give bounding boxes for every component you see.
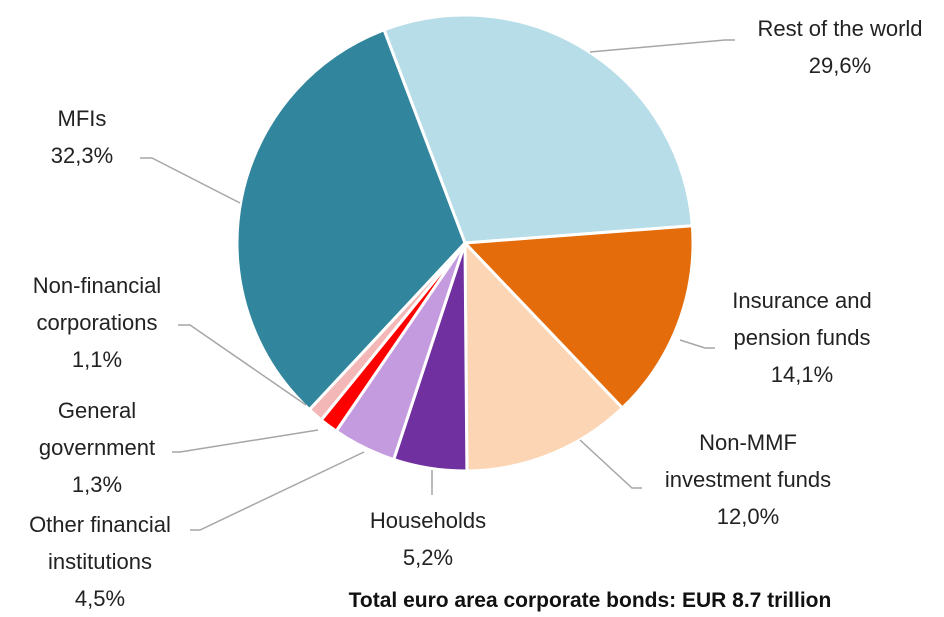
category-label: MFIs bbox=[57, 106, 107, 131]
leader-line bbox=[178, 324, 307, 406]
slice-label: Non-financial corporations 1,1% bbox=[12, 267, 182, 378]
value-label: 29,6% bbox=[808, 53, 872, 78]
slice-label: Insurance and pension funds 14,1% bbox=[712, 282, 892, 393]
value-label: 14,1% bbox=[770, 362, 834, 387]
leader-line bbox=[172, 429, 319, 453]
value-label: 1,3% bbox=[71, 472, 123, 497]
slice-label: Households 5,2% bbox=[358, 502, 498, 576]
category-label: General government bbox=[38, 398, 156, 460]
leader-line bbox=[679, 339, 715, 349]
value-label: 32,3% bbox=[50, 143, 114, 168]
category-label: Rest of the world bbox=[757, 16, 923, 41]
leader-line bbox=[190, 451, 365, 531]
leader-line bbox=[589, 39, 735, 53]
category-label: Households bbox=[369, 508, 487, 533]
pie-slice bbox=[382, 13, 694, 245]
pie-slice bbox=[461, 224, 695, 411]
leader-line bbox=[140, 157, 241, 204]
category-label: Other financial institutions bbox=[29, 512, 171, 574]
category-label: Non-financial corporations bbox=[32, 273, 162, 335]
slice-label: Rest of the world 29,6% bbox=[710, 10, 944, 84]
category-label: Insurance and pension funds bbox=[732, 288, 872, 350]
value-label: 5,2% bbox=[402, 545, 454, 570]
value-label: 12,0% bbox=[716, 504, 780, 529]
slice-label: MFIs 32,3% bbox=[32, 100, 132, 174]
category-label: Non-MMF investment funds bbox=[664, 430, 832, 492]
slice-label: Non-MMF investment funds 12,0% bbox=[653, 424, 843, 535]
leader-line bbox=[579, 439, 642, 489]
chart-title: Total euro area corporate bonds: EUR 8.7… bbox=[348, 589, 832, 612]
value-label: 4,5% bbox=[74, 586, 126, 611]
slice-label: Other financial institutions 4,5% bbox=[10, 506, 190, 617]
pie-slice bbox=[235, 27, 467, 412]
value-label: 1,1% bbox=[71, 347, 123, 372]
pie-slice bbox=[463, 239, 625, 473]
slice-label: General government 1,3% bbox=[27, 392, 167, 503]
